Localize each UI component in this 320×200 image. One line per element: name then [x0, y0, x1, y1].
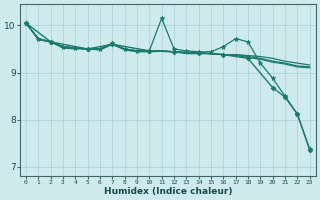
X-axis label: Humidex (Indice chaleur): Humidex (Indice chaleur) [104, 187, 232, 196]
